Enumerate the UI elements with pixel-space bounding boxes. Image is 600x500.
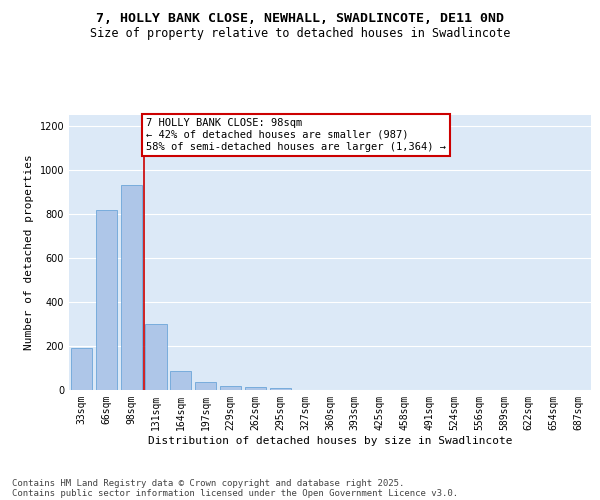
Bar [245, 387, 266, 390]
Text: 7, HOLLY BANK CLOSE, NEWHALL, SWADLINCOTE, DE11 0ND: 7, HOLLY BANK CLOSE, NEWHALL, SWADLINCOT… [96, 12, 504, 26]
Bar [170, 372, 191, 390]
Y-axis label: Number of detached properties: Number of detached properties [24, 154, 34, 350]
Bar [96, 210, 117, 390]
Text: Contains HM Land Registry data © Crown copyright and database right 2025.: Contains HM Land Registry data © Crown c… [12, 478, 404, 488]
Bar [270, 388, 291, 390]
Bar [220, 386, 241, 390]
Text: Contains public sector information licensed under the Open Government Licence v3: Contains public sector information licen… [12, 488, 458, 498]
Bar [121, 186, 142, 390]
Bar [145, 324, 167, 390]
Bar [71, 348, 92, 390]
Bar [195, 382, 216, 390]
X-axis label: Distribution of detached houses by size in Swadlincote: Distribution of detached houses by size … [148, 436, 512, 446]
Text: 7 HOLLY BANK CLOSE: 98sqm
← 42% of detached houses are smaller (987)
58% of semi: 7 HOLLY BANK CLOSE: 98sqm ← 42% of detac… [146, 118, 446, 152]
Text: Size of property relative to detached houses in Swadlincote: Size of property relative to detached ho… [90, 28, 510, 40]
